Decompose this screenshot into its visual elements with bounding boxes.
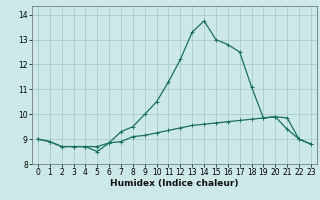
X-axis label: Humidex (Indice chaleur): Humidex (Indice chaleur) [110, 179, 239, 188]
